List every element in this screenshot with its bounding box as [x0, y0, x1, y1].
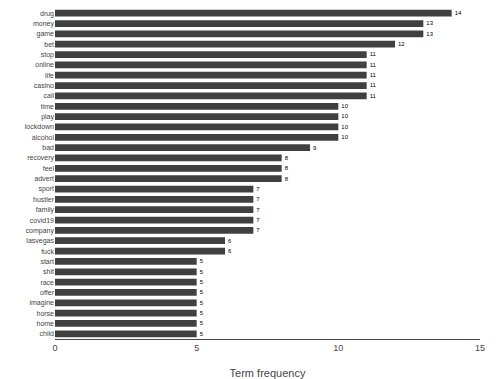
- svg-text:online: online: [35, 61, 54, 68]
- svg-text:life: life: [45, 72, 54, 79]
- svg-text:child: child: [40, 330, 55, 337]
- svg-text:5: 5: [200, 279, 204, 285]
- svg-text:7: 7: [256, 227, 260, 233]
- svg-text:7: 7: [256, 186, 260, 192]
- svg-text:play: play: [41, 113, 54, 121]
- svg-text:7: 7: [256, 196, 260, 202]
- svg-text:race: race: [40, 279, 54, 286]
- svg-text:covid19: covid19: [30, 217, 54, 224]
- svg-text:imagine: imagine: [29, 299, 54, 307]
- svg-text:fuck: fuck: [41, 248, 54, 255]
- svg-text:5: 5: [200, 320, 204, 326]
- svg-text:5: 5: [194, 343, 199, 353]
- svg-text:5: 5: [200, 310, 204, 316]
- svg-text:money: money: [33, 20, 55, 28]
- svg-text:bad: bad: [42, 144, 54, 151]
- svg-text:8: 8: [285, 155, 289, 161]
- svg-text:11: 11: [370, 72, 377, 78]
- svg-text:recovery: recovery: [27, 154, 54, 162]
- svg-text:horse: horse: [36, 310, 54, 317]
- svg-text:hustler: hustler: [33, 196, 55, 203]
- svg-text:advert: advert: [35, 175, 55, 182]
- svg-text:lockdown: lockdown: [25, 123, 54, 130]
- svg-text:5: 5: [200, 289, 204, 295]
- svg-text:0: 0: [52, 343, 57, 353]
- svg-text:5: 5: [200, 300, 204, 306]
- svg-text:8: 8: [285, 176, 289, 182]
- svg-text:5: 5: [200, 269, 204, 275]
- svg-text:drug: drug: [40, 10, 54, 18]
- svg-text:12: 12: [398, 41, 405, 47]
- svg-text:6: 6: [228, 248, 232, 254]
- svg-text:10: 10: [333, 343, 343, 353]
- svg-text:alcohol: alcohol: [32, 134, 55, 141]
- svg-text:10: 10: [341, 134, 348, 140]
- svg-text:11: 11: [370, 93, 377, 99]
- svg-text:shit: shit: [43, 268, 54, 275]
- svg-text:15: 15: [475, 343, 485, 353]
- svg-text:6: 6: [228, 238, 232, 244]
- svg-text:5: 5: [200, 258, 204, 264]
- svg-text:sport: sport: [38, 185, 54, 193]
- svg-text:7: 7: [256, 217, 260, 223]
- svg-text:feel: feel: [43, 165, 55, 172]
- svg-text:10: 10: [341, 113, 348, 119]
- svg-text:family: family: [36, 206, 55, 214]
- svg-text:9: 9: [313, 145, 317, 151]
- svg-text:game: game: [36, 30, 54, 38]
- svg-text:Term frequency: Term frequency: [230, 367, 306, 379]
- svg-text:10: 10: [341, 124, 348, 130]
- svg-text:stop: stop: [41, 51, 54, 59]
- svg-text:bet: bet: [44, 41, 54, 48]
- svg-text:5: 5: [200, 331, 204, 337]
- svg-text:time: time: [41, 103, 54, 110]
- svg-text:8: 8: [285, 165, 289, 171]
- svg-text:7: 7: [256, 207, 260, 213]
- svg-text:call: call: [43, 92, 54, 99]
- svg-text:home: home: [36, 320, 54, 327]
- svg-text:start: start: [40, 258, 54, 265]
- svg-text:offer: offer: [40, 289, 55, 296]
- svg-text:11: 11: [370, 82, 377, 88]
- svg-text:13: 13: [426, 31, 433, 37]
- svg-text:14: 14: [455, 10, 462, 16]
- svg-text:casino: casino: [34, 82, 54, 89]
- svg-text:company: company: [26, 227, 55, 235]
- svg-text:11: 11: [370, 51, 377, 57]
- svg-text:lasvegas: lasvegas: [26, 237, 54, 245]
- svg-text:10: 10: [341, 103, 348, 109]
- svg-text:11: 11: [370, 62, 377, 68]
- svg-text:13: 13: [426, 20, 433, 26]
